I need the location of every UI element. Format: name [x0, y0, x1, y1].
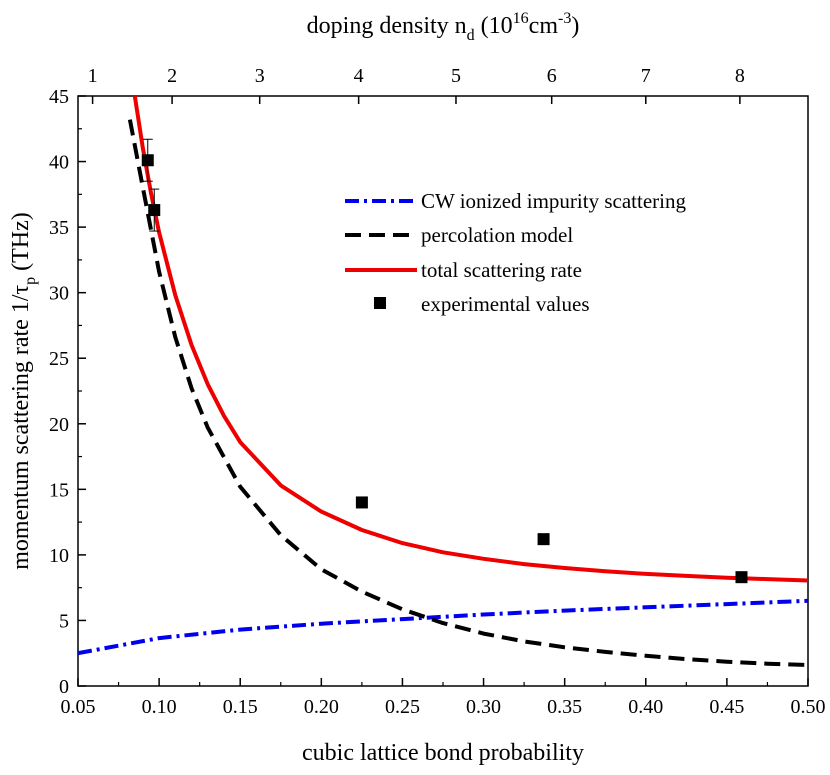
x-tick-label: 0.30 [466, 696, 501, 718]
x-tick-label: 0.20 [304, 696, 339, 718]
x-tick-label: 0.05 [61, 696, 96, 718]
y-axis-ticks: 0 5 10 15 20 25 30 35 40 45 [49, 86, 86, 698]
data-point [141, 154, 154, 167]
x-tick-label: 0.45 [709, 696, 744, 718]
x-tick-label: 0.15 [223, 696, 258, 718]
y-tick-label: 15 [49, 479, 69, 501]
legend-label-experimental: experimental values [421, 292, 590, 316]
y-axis-label: momentum scattering rate 1/τp (THz) [8, 212, 39, 570]
legend-label-cw: CW ionized impurity scattering [421, 189, 686, 213]
series-line-0 [78, 598, 808, 656]
y-tick-label: 20 [49, 414, 69, 436]
top-axis-ticks: 1 2 3 4 5 6 7 8 [88, 65, 745, 104]
x-axis-label: cubic lattice bond probability [302, 740, 584, 766]
top-tick-label: 3 [255, 65, 265, 87]
top-tick-label: 8 [735, 65, 745, 87]
data-point [735, 571, 748, 584]
y-tick-label: 5 [59, 610, 69, 632]
x-axis-ticks: 0.05 0.10 0.15 0.20 0.25 0.30 0.35 0.40 0.45 0.50 [61, 678, 826, 718]
y-tick-label: 10 [49, 545, 69, 567]
y-tick-label: 0 [59, 676, 69, 698]
data-point [537, 533, 550, 546]
series-line-2 [132, 96, 808, 583]
x-tick-label: 0.50 [791, 696, 826, 718]
top-tick-label: 2 [167, 65, 177, 87]
plot-frame [77, 95, 809, 687]
top-tick-label: 4 [354, 65, 364, 87]
x-tick-label: 0.35 [547, 696, 582, 718]
x-tick-label: 0.10 [142, 696, 177, 718]
series-line-1 [127, 119, 808, 667]
y-tick-label: 25 [49, 348, 69, 370]
data-point [148, 204, 161, 217]
top-tick-label: 1 [88, 65, 98, 87]
top-tick-label: 5 [451, 65, 461, 87]
legend-label-total: total scattering rate [421, 258, 582, 282]
y-tick-label: 45 [49, 86, 69, 108]
y-tick-label: 40 [49, 152, 69, 174]
x-tick-label: 0.40 [628, 696, 663, 718]
top-tick-label: 6 [547, 65, 557, 87]
x-tick-label: 0.25 [385, 696, 420, 718]
top-axis-label: doping density nd (1016cm-3) [307, 10, 580, 44]
legend-label-percolation: percolation model [421, 223, 573, 247]
series-layer [78, 96, 808, 667]
data-point [355, 496, 368, 509]
top-tick-label: 7 [641, 65, 651, 87]
legend: CW ionized impurity scattering percolati… [345, 189, 686, 316]
experimental-markers [141, 138, 748, 584]
y-tick-label: 30 [49, 283, 69, 305]
y-tick-label: 35 [49, 217, 69, 239]
legend-swatch-experimental [374, 297, 386, 309]
